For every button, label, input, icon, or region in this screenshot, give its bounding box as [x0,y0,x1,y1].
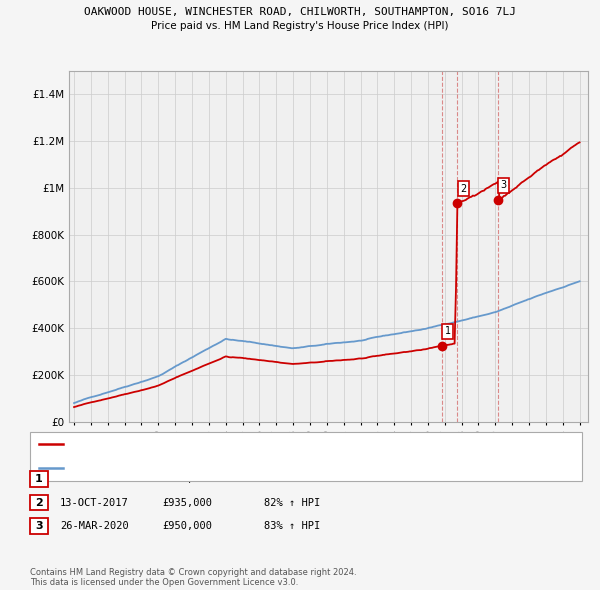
Text: 1: 1 [35,474,43,484]
Text: 3: 3 [35,521,43,531]
Text: 1: 1 [445,326,451,336]
Text: Price paid vs. HM Land Registry's House Price Index (HPI): Price paid vs. HM Land Registry's House … [151,21,449,31]
Text: 13-OCT-2017: 13-OCT-2017 [60,497,129,507]
Text: 2: 2 [35,497,43,507]
Text: 82% ↑ HPI: 82% ↑ HPI [264,497,320,507]
Text: 2: 2 [460,183,466,194]
Text: 32% ↓ HPI: 32% ↓ HPI [264,474,320,484]
Text: £950,000: £950,000 [162,521,212,531]
Text: 04-NOV-2016: 04-NOV-2016 [60,474,129,484]
Text: £325,000: £325,000 [162,474,212,484]
Text: 3: 3 [500,180,507,190]
Text: HPI: Average price, detached house, Test Valley: HPI: Average price, detached house, Test… [69,463,269,473]
Text: 26-MAR-2020: 26-MAR-2020 [60,521,129,531]
Text: OAKWOOD HOUSE, WINCHESTER ROAD, CHILWORTH, SOUTHAMPTON, SO16 7LJ (detached): OAKWOOD HOUSE, WINCHESTER ROAD, CHILWORT… [69,440,453,449]
Text: £935,000: £935,000 [162,497,212,507]
Text: OAKWOOD HOUSE, WINCHESTER ROAD, CHILWORTH, SOUTHAMPTON, SO16 7LJ: OAKWOOD HOUSE, WINCHESTER ROAD, CHILWORT… [84,7,516,17]
Text: Contains HM Land Registry data © Crown copyright and database right 2024.
This d: Contains HM Land Registry data © Crown c… [30,568,356,587]
Text: 83% ↑ HPI: 83% ↑ HPI [264,521,320,531]
